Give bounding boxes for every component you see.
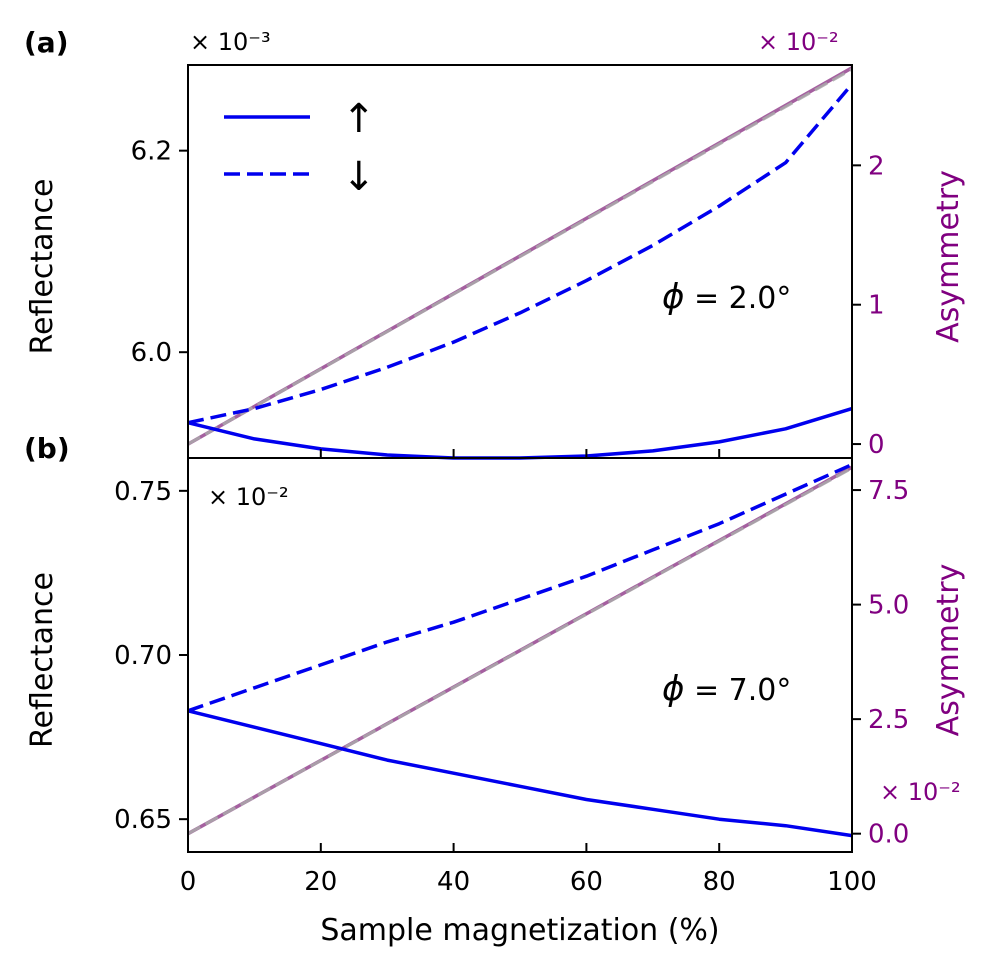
x-tick-label: 40: [437, 867, 470, 897]
angle-value: = 2.0°: [684, 281, 791, 316]
series-spin-up-line: [187, 406, 853, 460]
y-right-tick-label: 5.0: [868, 591, 909, 621]
y-right-multiplier: × 10⁻²: [880, 778, 961, 806]
series-spin-down-line: [187, 82, 854, 425]
angle-annotation: ϕ = 7.0°: [662, 669, 791, 709]
panel-a: 6.0 6.2 0 1 2 Reflectance Asymmetry (a) × 10⁻³ × …: [24, 26, 966, 460]
series-spin-up-line: [187, 709, 853, 838]
x-tick-label: 80: [703, 867, 736, 897]
y-left-tick-label: 6.2: [131, 137, 172, 167]
y-right-multiplier: × 10⁻²: [758, 28, 839, 56]
y-left-tick-label: 6.0: [131, 338, 172, 368]
x-axis-title: Sample magnetization (%): [320, 913, 719, 948]
panel-b: 0 20 40 60 80 100 0.65 0.70 0.75 0.0 2.5 5.0 7.5 Refl…: [24, 432, 966, 948]
phi-symbol: ϕ: [662, 277, 684, 317]
legend-down-label: ↓: [342, 154, 376, 200]
legend-up-label: ↑: [342, 96, 376, 142]
y-right-title: Asymmetry: [931, 170, 966, 343]
x-tick-label: 0: [180, 867, 197, 897]
phi-symbol: ϕ: [662, 669, 684, 709]
plot-frame: [187, 457, 853, 853]
y-right-tick-label: 1: [868, 291, 885, 321]
angle-value: = 7.0°: [684, 673, 791, 708]
panel-label: (b): [24, 432, 70, 465]
y-left-tick-label: 0.75: [114, 477, 172, 507]
y-right-tick-label: 0.0: [868, 820, 909, 850]
y-right-tick-label: 2.5: [868, 705, 909, 735]
y-right-tick-label: 7.5: [868, 476, 909, 506]
series-spin-down-line: [187, 463, 853, 713]
y-right-tick-label: 2: [868, 151, 885, 181]
legend: ↑↓: [224, 96, 376, 200]
y-left-title: Reflectance: [25, 179, 60, 355]
y-right-tick-label: 0: [868, 430, 885, 460]
x-tick-label: 100: [827, 867, 877, 897]
y-left-tick-label: 0.65: [114, 805, 172, 835]
y-left-multiplier: × 10⁻²: [208, 483, 289, 511]
y-right-title: Asymmetry: [931, 564, 966, 737]
x-tick-label: 60: [570, 867, 603, 897]
panel-label: (a): [24, 26, 69, 59]
series-asymmetry-dashed-line: [187, 466, 853, 836]
x-tick-label: 20: [304, 867, 337, 897]
y-left-tick-label: 0.70: [114, 641, 172, 671]
y-left-title: Reflectance: [25, 572, 60, 748]
y-left-multiplier: × 10⁻³: [190, 28, 271, 56]
series-asymmetry-dashed-line: [187, 67, 853, 446]
angle-annotation: ϕ = 2.0°: [662, 277, 791, 317]
